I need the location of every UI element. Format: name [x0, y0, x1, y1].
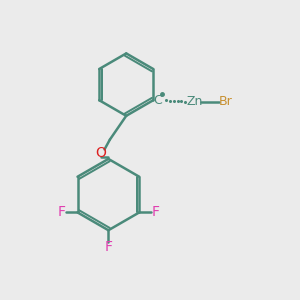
Text: Zn: Zn: [187, 95, 203, 108]
Text: F: F: [104, 240, 112, 254]
Text: C: C: [153, 94, 162, 107]
Text: F: F: [152, 206, 160, 219]
Text: F: F: [57, 206, 65, 219]
Text: O: O: [95, 146, 106, 160]
Text: Br: Br: [219, 95, 233, 108]
